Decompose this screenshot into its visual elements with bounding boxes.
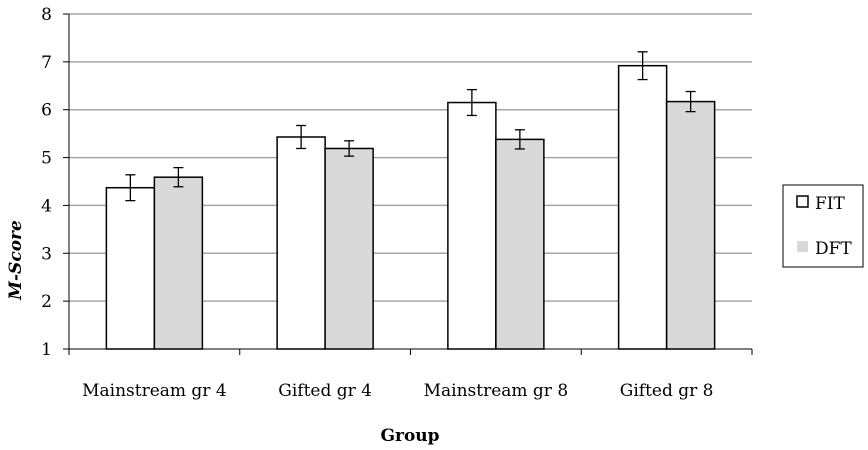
- bar-fit: [447, 101, 497, 350]
- y-tick-label: 2: [41, 292, 52, 312]
- y-tick-label: 1: [41, 340, 52, 360]
- y-tick-label: 3: [41, 244, 52, 264]
- y-tick-labels: 1 2 3 4 5 6 7 8: [41, 5, 52, 360]
- x-tick-label: Mainstream gr 8: [424, 381, 569, 401]
- y-tick-label: 7: [41, 53, 52, 73]
- y-tick-label: 4: [41, 196, 52, 216]
- legend-swatch-fit: [796, 195, 809, 208]
- legend: FIT DFT: [782, 184, 864, 268]
- legend-label-fit: FIT: [815, 194, 846, 214]
- x-axis-title: Group: [380, 426, 439, 446]
- legend-swatch-dft: [797, 241, 808, 252]
- bars: [105, 64, 716, 350]
- bar-fit: [617, 64, 668, 350]
- y-tick-label: 8: [41, 5, 52, 25]
- x-tick-label: Gifted gr 4: [278, 381, 372, 401]
- bar-fit: [276, 136, 326, 350]
- axes: [63, 13, 753, 355]
- x-tick-labels: Mainstream gr 4 Gifted gr 4 Mainstream gr …: [82, 381, 713, 401]
- y-tick-label: 5: [41, 149, 52, 169]
- y-axis-title: M-Score: [6, 220, 26, 301]
- x-tick-label: Mainstream gr 4: [82, 381, 227, 401]
- bar-dft: [324, 147, 374, 350]
- legend-label-dft: DFT: [815, 239, 852, 259]
- bar-dft: [665, 100, 716, 350]
- error-bars: [125, 51, 696, 202]
- x-tick-label: Gifted gr 8: [620, 381, 714, 401]
- bar-dft: [153, 176, 204, 350]
- bar-dft: [495, 138, 545, 350]
- bar-fit: [105, 186, 156, 350]
- y-tick-label: 6: [41, 101, 52, 121]
